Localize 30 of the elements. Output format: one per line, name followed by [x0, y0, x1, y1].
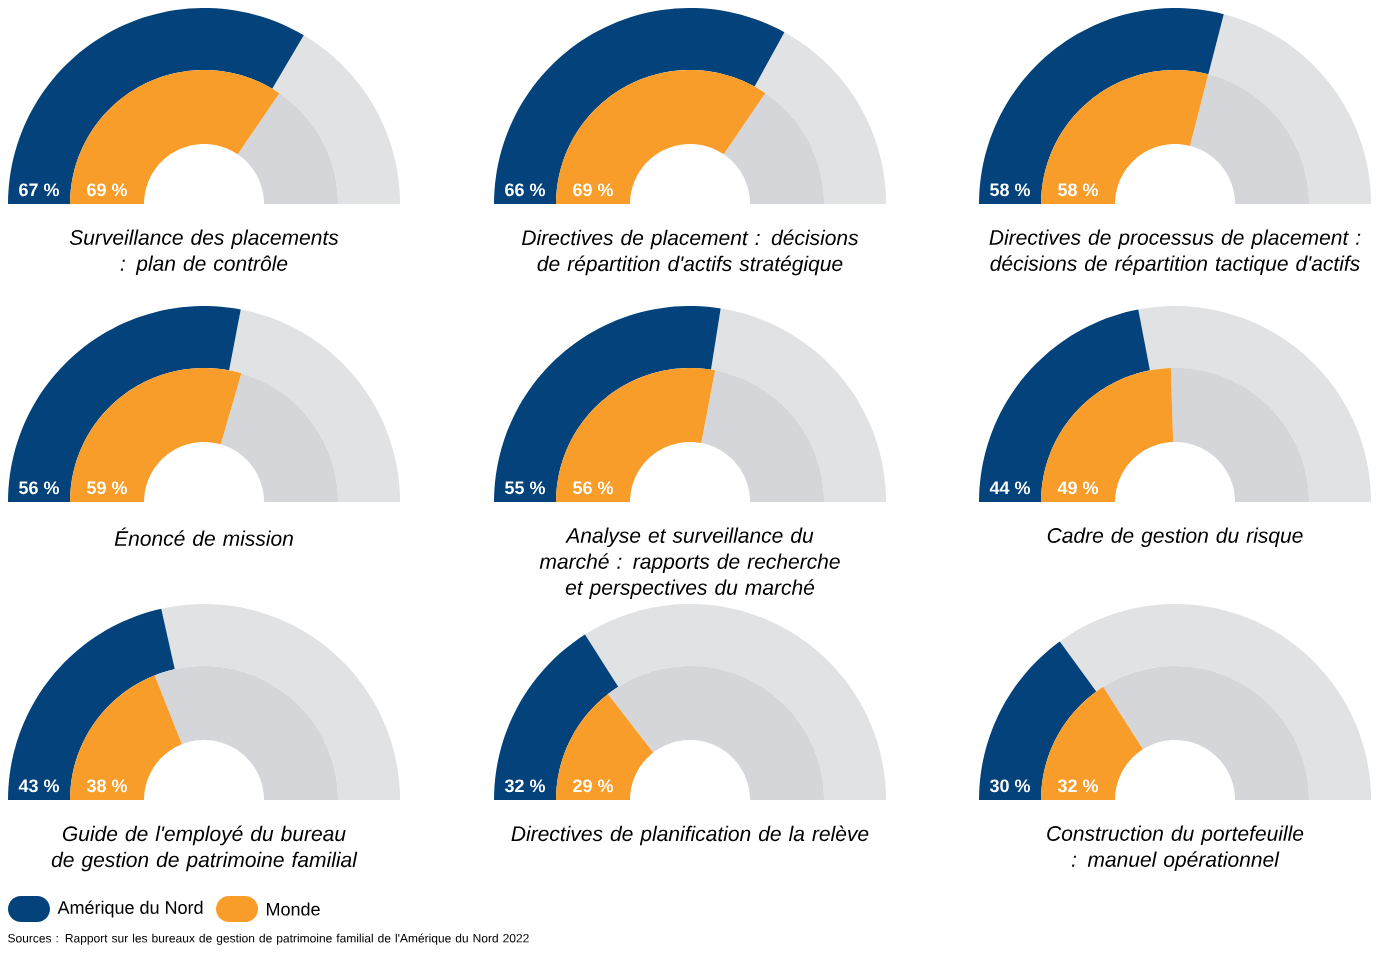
category-label: Énoncé de mission [114, 527, 293, 546]
data-label: 30 % [989, 779, 1031, 793]
data-label: 56 % [573, 481, 614, 495]
data-label: 32 % [504, 779, 546, 793]
data-label: 58 % [990, 183, 1031, 197]
data-label: 58 % [1058, 183, 1099, 197]
data-label: 49 % [1057, 481, 1099, 495]
source-note: Sources : Rapport sur les bureaux de gestion de patrimoine familial de l'Amérique du Nord 2022 [8, 933, 529, 945]
data-label: 38 % [86, 779, 128, 793]
data-label: 29 % [573, 779, 614, 793]
category-label: Cadre de gestion du risque [1047, 527, 1303, 548]
data-label: 67 % [19, 183, 60, 197]
data-label: 56 % [19, 481, 60, 495]
category-label: Analyse et surveillance du marché : rapports de recherche et perspectives du marché [539, 527, 840, 600]
data-label: 43 % [18, 779, 60, 793]
category-label: Directives de planification de la relève [511, 825, 869, 846]
legend-label: Amérique du Nord [57, 900, 203, 918]
data-label: 66 % [505, 183, 546, 197]
category-label: Directives de placement : décisions de répartition d'actifs stratégique [521, 229, 859, 276]
data-label: 44 % [989, 481, 1031, 495]
data-label: 69 % [573, 183, 614, 197]
category-label: Surveillance des placements : plan de contrôle [69, 229, 339, 276]
data-label: 69 % [87, 183, 128, 197]
data-label: 32 % [1057, 779, 1099, 793]
category-label: Construction du portefeuille : manuel opérationnel [1047, 825, 1304, 872]
legend-label: Monde [267, 902, 320, 916]
data-label: 59 % [87, 481, 128, 495]
data-label: 55 % [505, 481, 546, 495]
category-label: Guide de l'employé du bureau de gestion de patrimoine familial [51, 825, 358, 872]
category-label: Directives de processus de placement : décisions de répartition tactique d'actifs [989, 229, 1361, 276]
